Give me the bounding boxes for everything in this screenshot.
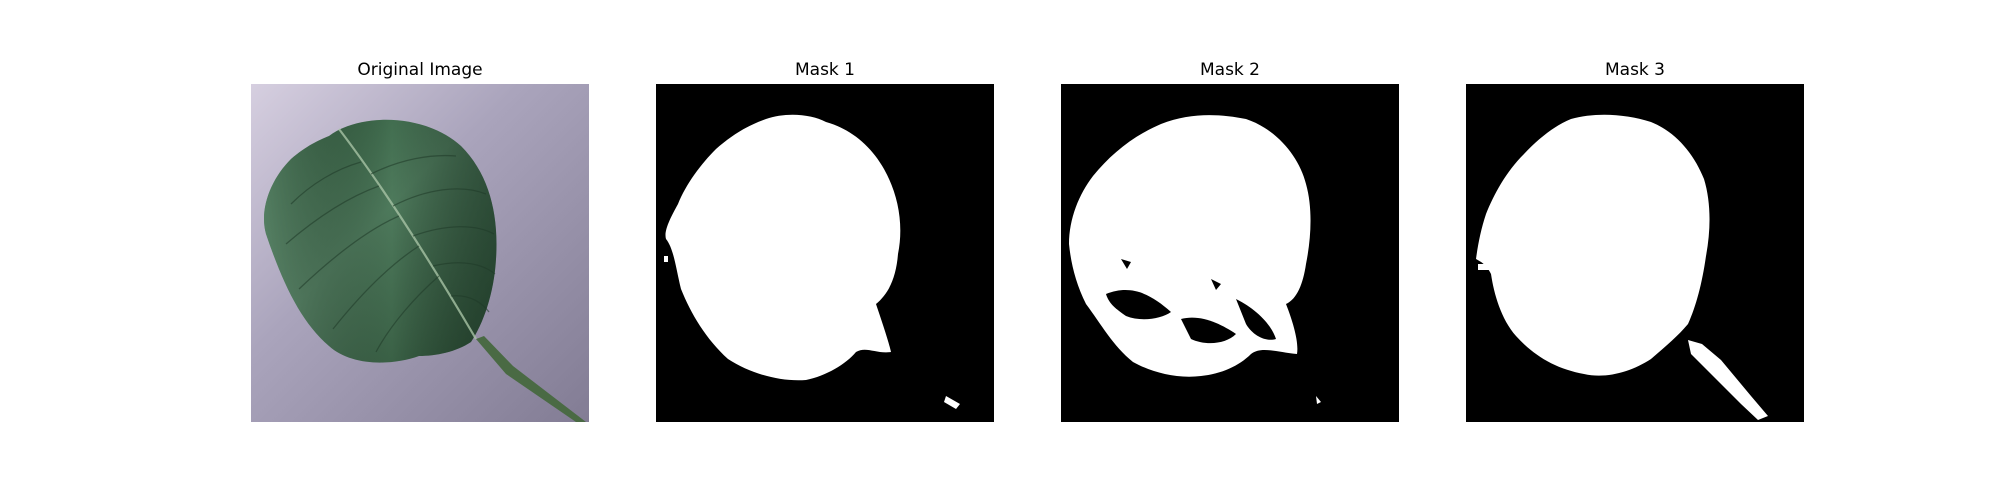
panel-mask-3: Mask 3 — [1466, 56, 1804, 422]
mask-1-image — [656, 84, 994, 422]
panel-title-mask-3: Mask 3 — [1604, 60, 1665, 80]
original-leaf-image — [251, 84, 589, 422]
mask-2-image — [1061, 84, 1399, 422]
panel-mask-1: Mask 1 — [656, 56, 994, 422]
panel-title-mask-1: Mask 1 — [794, 60, 855, 80]
panel-original-image: Original Image — [251, 56, 589, 422]
mask-3-image — [1466, 84, 1804, 422]
panel-mask-2: Mask 2 — [1061, 56, 1399, 422]
panel-title-original: Original Image — [357, 60, 483, 80]
panel-title-mask-2: Mask 2 — [1199, 60, 1260, 80]
